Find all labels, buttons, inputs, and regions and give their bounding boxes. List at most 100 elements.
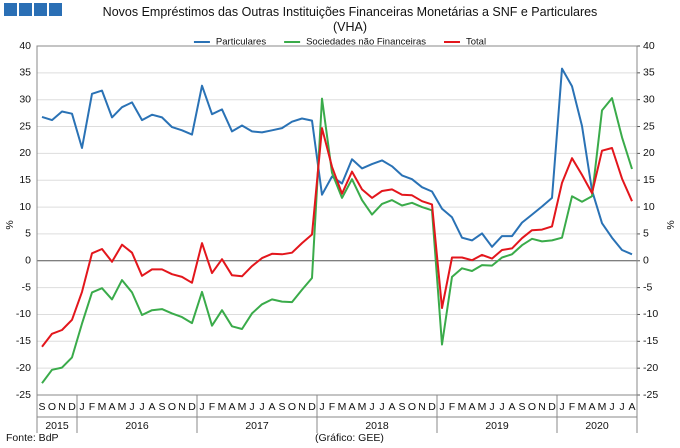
x-tick-label: F [569,401,575,413]
y-tick-label: 25 [19,120,31,132]
y2-tick-label: 20 [643,147,655,159]
x-tick-label: J [259,401,264,413]
y-tick-label: 30 [19,93,31,105]
x-tick-label: O [288,401,296,413]
year-label: 2018 [365,420,389,432]
x-tick-label: M [458,401,467,413]
x-tick-label: J [319,401,324,413]
x-tick-label: J [129,401,134,413]
y2-tick-label: -20 [643,362,658,374]
x-tick-label: J [609,401,614,413]
x-tick-label: N [418,401,426,413]
x-tick-label: J [439,401,444,413]
x-tick-label: M [598,401,607,413]
x-tick-label: S [278,401,285,413]
x-tick-label: O [528,401,536,413]
series-line [41,97,633,384]
x-tick-label: N [538,401,546,413]
x-tick-label: F [209,401,215,413]
x-tick-label: D [188,401,196,413]
x-tick-label: F [329,401,335,413]
x-tick-label: S [518,401,525,413]
x-tick-label: A [268,401,275,413]
x-tick-label: A [108,401,115,413]
x-tick-label: S [38,401,45,413]
y-tick-label: -15 [16,335,31,347]
x-tick-label: O [168,401,176,413]
x-tick-label: M [238,401,247,413]
y2-tick-label: -15 [643,335,658,347]
series-line [41,67,633,256]
x-tick-label: A [588,401,595,413]
y-axis-label: % [4,220,16,229]
y2-tick-label: 30 [643,93,655,105]
credit: (Gráfico: GEE) [315,432,384,444]
y-tick-label: 20 [19,147,31,159]
y2-tick-label: -10 [643,308,658,320]
x-tick-label: M [118,401,127,413]
x-tick-label: N [178,401,186,413]
x-tick-label: D [68,401,76,413]
x-tick-label: J [489,401,494,413]
x-tick-label: A [628,401,635,413]
y-tick-label: -10 [16,308,31,320]
y2-tick-label: 25 [643,120,655,132]
year-label: 2020 [585,420,609,432]
x-tick-label: A [388,401,395,413]
x-tick-label: D [428,401,436,413]
y2-tick-label: 0 [643,255,649,267]
series-line [41,127,633,348]
x-tick-label: A [468,401,475,413]
year-label: 2015 [45,420,69,432]
x-tick-label: F [449,401,455,413]
y-tick-label: 15 [19,174,31,186]
y-tick-label: 10 [19,201,31,213]
source: Fonte: BdP [6,432,59,444]
x-tick-label: J [619,401,624,413]
y-tick-label: -20 [16,362,31,374]
y2-tick-label: -25 [643,389,658,401]
y2-tick-label: 35 [643,67,655,79]
y-tick-label: -5 [22,281,31,293]
x-tick-label: J [499,401,504,413]
year-label: 2016 [125,420,149,432]
x-tick-label: F [89,401,95,413]
x-tick-label: N [58,401,66,413]
y-tick-label: 40 [19,40,31,52]
x-tick-label: A [148,401,155,413]
y2-tick-label: 15 [643,174,655,186]
x-tick-label: J [559,401,564,413]
x-tick-label: M [478,401,487,413]
y-tick-label: 0 [25,255,31,267]
x-tick-label: J [369,401,374,413]
x-tick-label: O [408,401,416,413]
y2-tick-label: 5 [643,228,649,240]
x-tick-label: D [308,401,316,413]
legend-label: Particulares [216,37,266,48]
x-tick-label: N [298,401,306,413]
x-tick-label: J [379,401,384,413]
x-tick-label: M [578,401,587,413]
y-tick-label: 35 [19,67,31,79]
logo [19,3,32,16]
x-tick-label: J [249,401,254,413]
x-tick-label: A [348,401,355,413]
x-tick-label: S [158,401,165,413]
plot-frame [36,45,638,396]
logo [49,3,62,16]
logo [34,3,47,16]
legend-label: Total [466,37,486,48]
y2-tick-label: 40 [643,40,655,52]
year-label: 2017 [245,420,269,432]
logo [4,3,17,16]
y-tick-label: 5 [25,228,31,240]
y-tick-label: -25 [16,389,31,401]
legend-label: Sociedades não Financeiras [306,37,426,48]
x-tick-label: M [338,401,347,413]
y2-axis-label: % [665,220,677,229]
x-tick-label: M [98,401,107,413]
x-tick-label: S [398,401,405,413]
y2-tick-label: 10 [643,201,655,213]
